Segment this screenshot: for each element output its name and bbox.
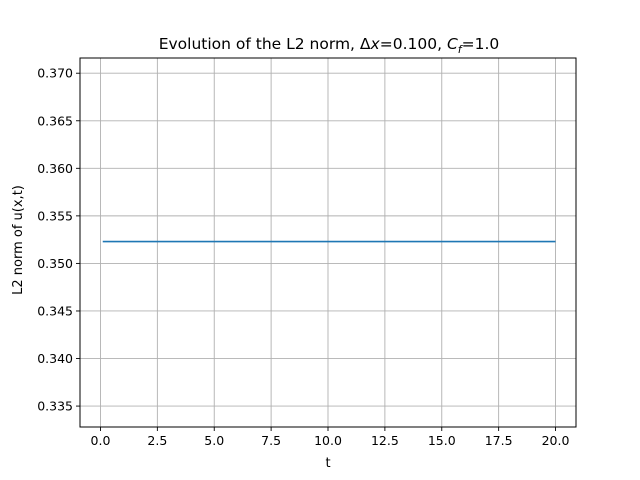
- title-c-var: C: [447, 35, 458, 53]
- title-delta: Δ: [360, 35, 371, 53]
- ticks: 0.0 2.5 5.0 7.5 10.0 12.5 15.0 17.5 20.0 0.335 0.3…: [37, 66, 569, 448]
- chart-title: Evolution of the L2 norm, Δx=0.100, Cf=1…: [159, 35, 500, 56]
- y-tick-label: 0.355: [37, 208, 73, 223]
- grid: [80, 58, 576, 427]
- y-tick-label: 0.335: [37, 399, 73, 414]
- y-tick-label: 0.360: [37, 161, 73, 176]
- y-tick-label: 0.365: [37, 113, 73, 128]
- title-cf-value: =1.0: [462, 35, 500, 53]
- y-axis-label: L2 norm of u(x,t): [11, 185, 26, 295]
- y-tick-label: 0.370: [37, 66, 73, 81]
- title-dx-value: =0.100,: [380, 35, 447, 53]
- title-c-sub: f: [458, 43, 464, 56]
- y-tick-label: 0.345: [37, 303, 73, 318]
- title-x-var: x: [370, 35, 381, 53]
- x-tick-label: 5.0: [204, 433, 224, 448]
- x-tick-label: 10.0: [314, 433, 342, 448]
- title-prefix: Evolution of the L2 norm,: [159, 35, 360, 53]
- x-tick-label: 20.0: [542, 433, 570, 448]
- x-tick-label: 12.5: [371, 433, 399, 448]
- x-axis-label: t: [325, 456, 330, 471]
- y-tick-label: 0.340: [37, 351, 73, 366]
- y-tick-label: 0.350: [37, 256, 73, 271]
- x-tick-label: 15.0: [428, 433, 456, 448]
- x-tick-label: 0.0: [91, 433, 111, 448]
- x-tick-label: 7.5: [261, 433, 281, 448]
- x-tick-label: 2.5: [147, 433, 167, 448]
- x-tick-label: 17.5: [485, 433, 513, 448]
